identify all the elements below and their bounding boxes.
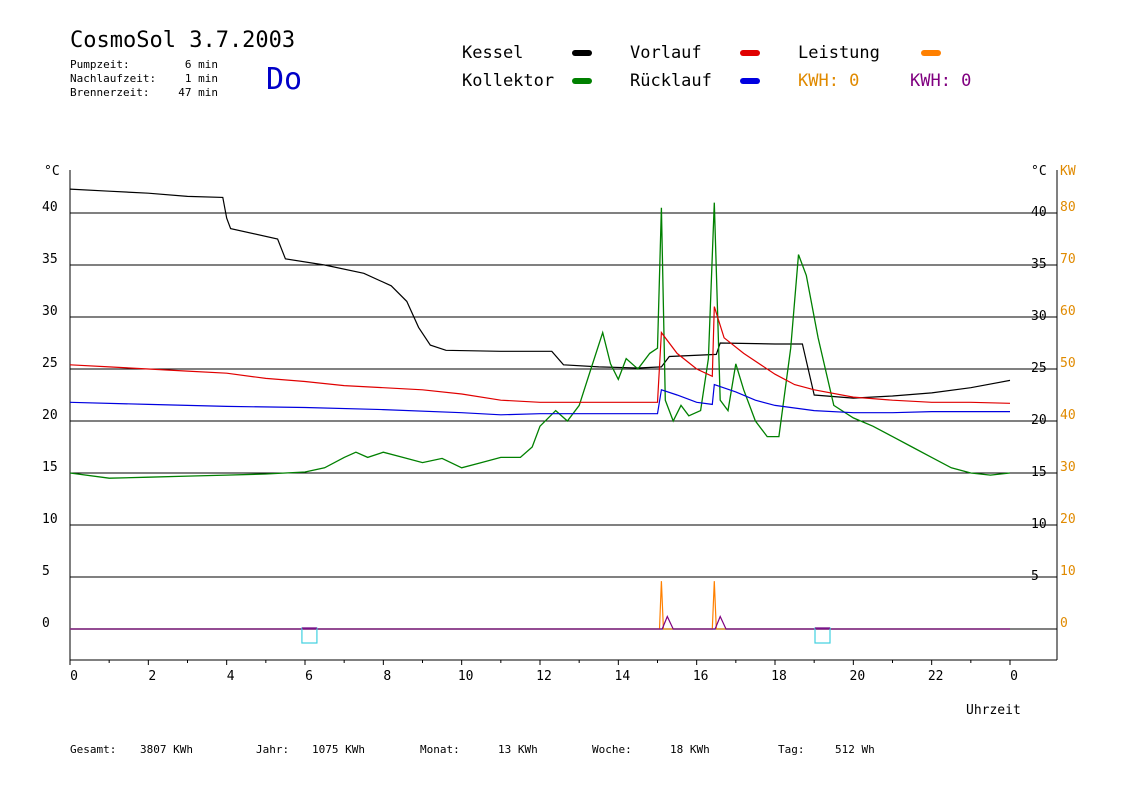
series-ruecklauf (69, 383, 1010, 416)
series-kollektor (69, 202, 1011, 479)
kwh-brenner-value: KWH: 0 (910, 71, 972, 91)
y-axis-right-unit: °C (1031, 164, 1047, 179)
y-tick-left-30: 30 (42, 304, 58, 319)
footer-jahr-value: 1075 KWh (312, 743, 365, 756)
y-tick-left-0: 0 (42, 616, 50, 631)
chart-title: CosmoSol 3.7.2003 (70, 28, 296, 53)
y-tick-kw-0: 0 (1060, 616, 1068, 631)
y-tick-kw-40: 40 (1060, 408, 1076, 423)
y-tick-right-40: 40 (1031, 205, 1047, 220)
x-tick-11: 22 (928, 669, 944, 684)
footer-woche-value: 18 KWh (670, 743, 710, 756)
stat-pumpzeit-value: 6 min (184, 58, 218, 71)
footer-gesamt-value: 3807 KWh (140, 743, 193, 756)
pump-marker-1 (814, 627, 831, 644)
x-tick-12: 0 (1010, 669, 1018, 684)
x-tick-6: 12 (536, 669, 552, 684)
legend-kessel-label: Kessel (462, 43, 524, 63)
y-tick-kw-70: 70 (1060, 252, 1076, 267)
y-tick-left-20: 20 (42, 408, 58, 423)
y-tick-left-40: 40 (42, 200, 58, 215)
x-tick-7: 14 (615, 669, 631, 684)
legend-leistung-swatch (921, 50, 941, 56)
footer-monat-label: Monat: (420, 743, 460, 756)
footer-woche-label: Woche: (592, 743, 632, 756)
y-tick-left-5: 5 (42, 564, 50, 579)
y-tick-right-20: 20 (1031, 413, 1047, 428)
stat-brennerzeit-label: Brennerzeit: (70, 86, 150, 99)
legend-vorlauf-swatch (740, 50, 760, 56)
x-tick-9: 18 (771, 669, 787, 684)
weekday-label: Do (266, 62, 303, 97)
y-tick-left-35: 35 (42, 252, 58, 267)
series-leistung (70, 581, 1010, 630)
y-tick-kw-10: 10 (1060, 564, 1076, 579)
x-tick-5: 10 (458, 669, 474, 684)
y-tick-right-5: 5 (1031, 569, 1039, 584)
legend-leistung-label: Leistung (798, 43, 880, 63)
x-tick-1: 2 (148, 669, 156, 684)
y-tick-kw-20: 20 (1060, 512, 1076, 527)
x-tick-2: 4 (227, 669, 235, 684)
y-axis-kw-unit: KW (1060, 164, 1076, 179)
footer-jahr-label: Jahr: (256, 743, 290, 756)
y-tick-kw-80: 80 (1060, 200, 1076, 215)
footer-gesamt-label: Gesamt: (70, 743, 117, 756)
x-tick-3: 6 (305, 669, 313, 684)
series-kessel (69, 188, 1011, 399)
y-tick-kw-30: 30 (1060, 460, 1076, 475)
stat-nachlaufzeit-value: 1 min (184, 72, 218, 85)
stat-pumpzeit-label: Pumpzeit: (70, 58, 130, 71)
x-tick-0: 0 (70, 669, 78, 684)
y-tick-right-30: 30 (1031, 309, 1047, 324)
kwh-leistung-value: KWH: 0 (798, 71, 860, 91)
y-tick-right-25: 25 (1031, 361, 1047, 376)
x-tick-10: 20 (850, 669, 866, 684)
legend-kessel-swatch (572, 50, 592, 56)
series-burner (70, 614, 1010, 630)
legend-ruecklauf-label: Rücklauf (630, 71, 712, 91)
y-tick-left-10: 10 (42, 512, 58, 527)
x-tick-8: 16 (693, 669, 709, 684)
y-tick-kw-50: 50 (1060, 356, 1076, 371)
y-tick-kw-60: 60 (1060, 304, 1076, 319)
legend-kollektor-swatch (572, 78, 592, 84)
legend-kollektor-label: Kollektor (462, 71, 555, 91)
legend-ruecklauf-swatch (740, 78, 760, 84)
y-tick-right-15: 15 (1031, 465, 1047, 480)
footer-monat-value: 13 KWh (498, 743, 538, 756)
y-axis-left-unit: °C (44, 164, 60, 179)
y-tick-right-35: 35 (1031, 257, 1047, 272)
pump-marker-0 (301, 627, 318, 644)
y-tick-right-10: 10 (1031, 517, 1047, 532)
series-vorlauf (69, 306, 1011, 404)
x-axis-label: Uhrzeit (966, 703, 1021, 718)
legend-vorlauf-label: Vorlauf (630, 43, 702, 63)
footer-tag-label: Tag: (778, 743, 805, 756)
stat-nachlaufzeit-label: Nachlaufzeit: (70, 72, 157, 85)
stat-brennerzeit-value: 47 min (178, 86, 218, 99)
footer-tag-value: 512 Wh (835, 743, 875, 756)
y-tick-left-25: 25 (42, 356, 58, 371)
y-tick-left-15: 15 (42, 460, 58, 475)
x-tick-4: 8 (383, 669, 391, 684)
